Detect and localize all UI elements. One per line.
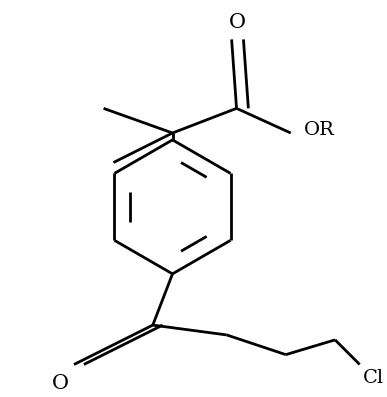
Text: Cl: Cl xyxy=(363,370,384,387)
Text: O: O xyxy=(229,13,246,31)
Text: O: O xyxy=(52,374,69,393)
Text: OR: OR xyxy=(303,121,334,139)
